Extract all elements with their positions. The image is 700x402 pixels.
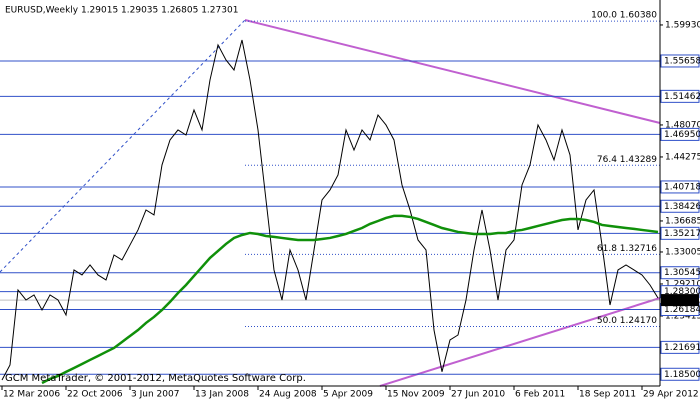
chart-title: EURUSD,Weekly 1.29015 1.29035 1.26805 1.… [5, 6, 238, 16]
level-label: 1.28300 [664, 287, 700, 297]
level-label: 1.40718 [664, 182, 700, 192]
fib-label: 100.0 1.60380 [591, 11, 657, 21]
series-line [41, 214, 659, 385]
level-box [660, 127, 700, 141]
level-box [660, 367, 700, 381]
x-tick-label: 24 Aug 2008 [259, 390, 317, 400]
level-box [660, 54, 700, 68]
y-tick-label: 1.33005 [665, 247, 700, 257]
trend-line [244, 19, 661, 124]
y-tick-label: 1.44275 [665, 152, 700, 162]
level-label: 1.35217 [664, 229, 700, 239]
level-box [660, 89, 700, 103]
level-label: 1.30545 [664, 268, 700, 278]
x-tick-label: 29 Apr 2012 [643, 390, 699, 400]
level-label: 1.46950 [664, 130, 700, 140]
y-tick-label: 1.48070 [665, 120, 700, 130]
level-label: 1.51462 [664, 92, 700, 102]
x-tick-label: 5 Apr 2009 [323, 390, 373, 400]
trend-line [379, 297, 661, 387]
level-label: 1.38426 [664, 202, 700, 212]
fib-label: 50.0 1.24170 [597, 316, 657, 326]
y-tick-label: 1.29210 [665, 279, 700, 289]
x-tick-label: 18 Sep 2011 [579, 390, 636, 400]
level-box [660, 340, 700, 354]
y-tick-label: 1.59930 [665, 20, 700, 30]
level-label: 1.26184 [664, 305, 700, 315]
x-tick-label: 12 Mar 2006 [3, 390, 60, 400]
level-label: 1.18500 [664, 370, 700, 380]
level-label: 1.21691 [664, 343, 700, 353]
x-tick-label: 15 Nov 2009 [387, 390, 445, 400]
fib-base-line [0, 19, 246, 273]
x-tick-label: 27 Jun 2010 [451, 390, 505, 400]
fib-label: 76.4 1.43289 [597, 155, 657, 165]
y-tick-label: 1.36685 [665, 216, 700, 226]
level-box [660, 180, 700, 194]
level-box [660, 266, 700, 280]
level-box [660, 226, 700, 240]
level-box [660, 199, 700, 213]
y-tick-label: 1.25415 [665, 311, 700, 321]
series-line [1, 39, 659, 381]
x-tick-label: 22 Oct 2006 [67, 390, 123, 400]
x-tick-label: 6 Feb 2011 [515, 390, 565, 400]
level-label: 1.55658 [664, 56, 700, 66]
x-tick-label: 13 Jan 2008 [195, 390, 249, 400]
current-price-label: 1.27301 [664, 296, 700, 306]
marks [0, 20, 660, 385]
footer: GCM MetaTrader, © 2001-2012, MetaQuotes … [5, 373, 306, 384]
fib-label: 61.8 1.32716 [597, 244, 657, 254]
x-tick-label: 3 Jun 2007 [131, 390, 179, 400]
current-price-box [661, 294, 699, 307]
